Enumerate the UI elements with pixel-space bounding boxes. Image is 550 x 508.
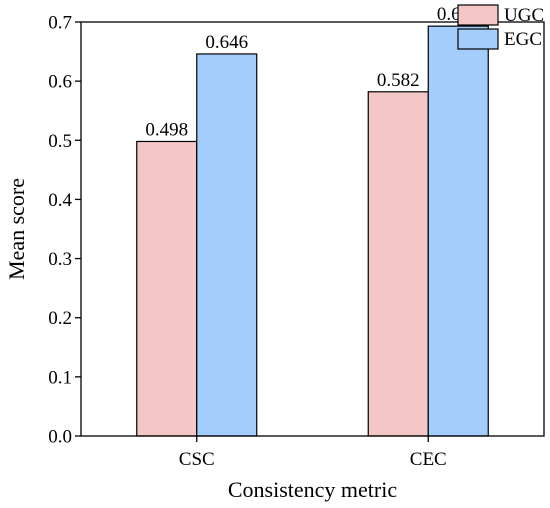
bars-layer: [136, 25, 489, 437]
y-tick-label: 0.3: [48, 249, 72, 270]
legend: UGC EGC: [457, 4, 544, 50]
y-tick-label: 0.7: [48, 13, 72, 34]
y-axis-label: Mean score: [4, 178, 29, 280]
legend-swatch: [457, 28, 499, 50]
bar-egc-cec: [427, 25, 489, 437]
data-label: 0.646: [205, 32, 248, 53]
legend-label: UGC: [504, 5, 544, 26]
y-tick-label: 0.5: [48, 131, 72, 152]
legend-swatch: [457, 4, 499, 26]
bar-ugc-csc: [136, 140, 198, 437]
x-axis: CSC CEC: [179, 436, 447, 470]
legend-label: EGC: [504, 29, 542, 50]
data-label: 0.582: [377, 70, 420, 91]
x-tick-label: CEC: [410, 449, 447, 470]
y-tick-label: 0.2: [48, 308, 72, 329]
bar-egc-csc: [196, 53, 258, 437]
y-tick-label: 0.4: [48, 190, 72, 211]
y-tick-label: 0.1: [48, 367, 72, 388]
y-tick-label: 0.6: [48, 72, 72, 93]
plot-frame: [80, 21, 545, 437]
data-label: 0.498: [145, 119, 188, 140]
x-tick-label: CSC: [179, 449, 215, 470]
x-axis-label: Consistency metric: [228, 477, 397, 502]
y-axis: 0.0 0.1 0.2 0.3 0.4 0.5 0.6 0.7: [48, 13, 81, 448]
y-tick-label: 0.0: [48, 427, 72, 448]
bar-ugc-cec: [367, 91, 429, 437]
